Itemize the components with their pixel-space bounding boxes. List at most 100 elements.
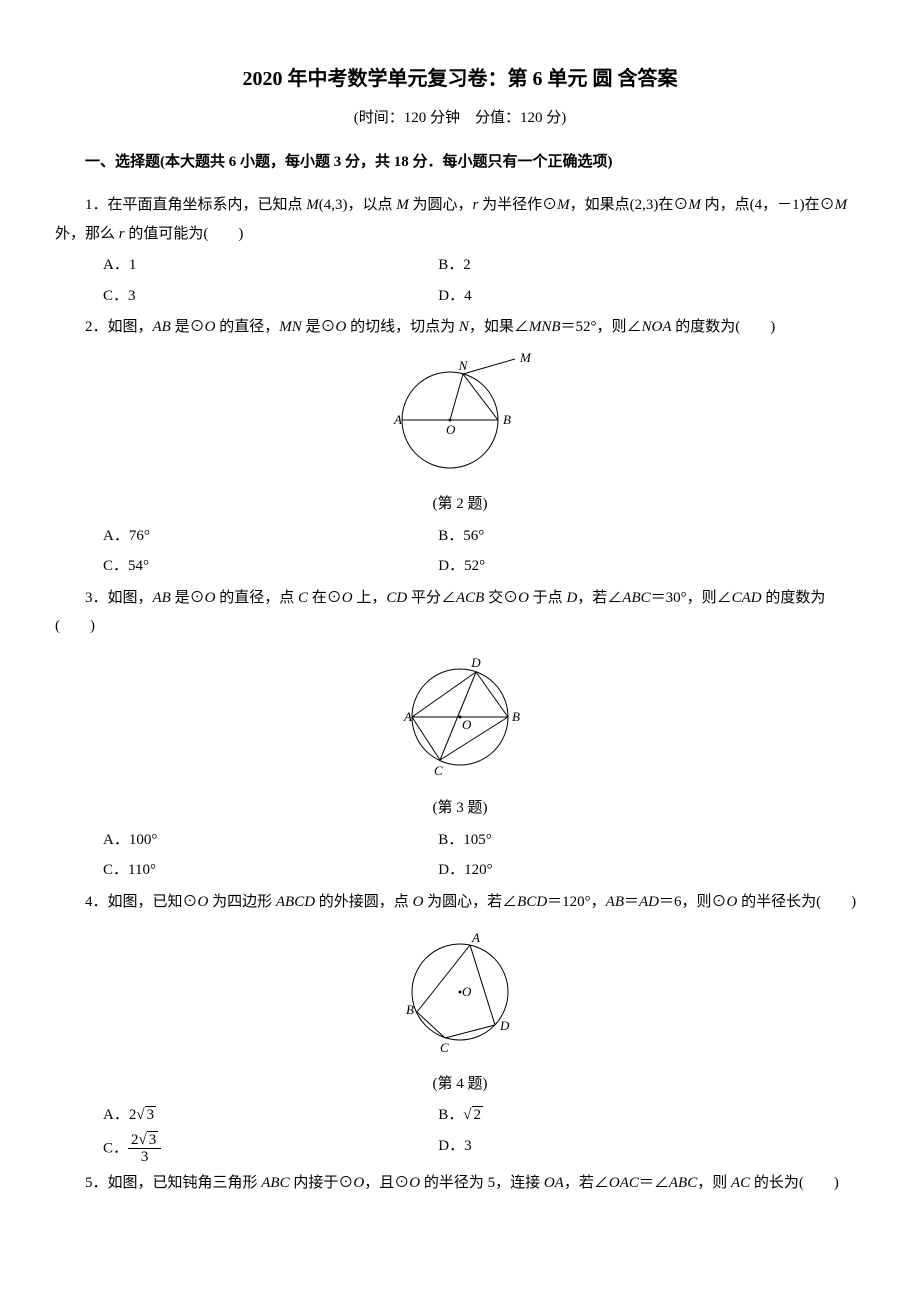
- q1-t6: 内，点(4，－1)在⊙: [701, 197, 835, 213]
- q2-t8: 的度数为( ): [672, 319, 776, 335]
- q1-opt-B: B．2: [438, 250, 773, 281]
- q1-opt-D: D．4: [438, 281, 773, 312]
- q3-stem: 3．如图，AB 是⊙O 的直径，点 C 在⊙O 上，CD 平分∠ACB 交⊙O …: [55, 584, 865, 641]
- q2-opt-C: C．54°: [103, 551, 438, 582]
- q4-AB: AB: [606, 894, 624, 910]
- q2-opt-D: D．52°: [438, 551, 773, 582]
- q4-lbl-B: B: [406, 1002, 414, 1017]
- sym-NOA: NOA: [642, 319, 672, 335]
- q3-ABC: ABC: [622, 590, 650, 606]
- q1-t2: (4,3)，以点: [319, 197, 397, 213]
- q4-lbl-D: D: [499, 1018, 510, 1033]
- q3-lbl-O: O: [462, 717, 472, 732]
- q3-caption: (第 3 题): [55, 794, 865, 823]
- q3-AB: AB: [153, 590, 171, 606]
- q2-t5: 的切线，切点为: [346, 319, 459, 335]
- q3-lbl-A: A: [403, 709, 412, 724]
- sym-M4: M: [688, 197, 701, 213]
- q4A-rad: 3: [145, 1106, 157, 1123]
- q4C-coef: 2: [131, 1132, 139, 1148]
- q3-CD: CD: [386, 590, 407, 606]
- q5-ABC2: ABC: [669, 1175, 697, 1191]
- q3-t3: 的直径，点: [215, 590, 298, 606]
- lbl-B: B: [503, 412, 511, 427]
- q3-t1: 3．如图，: [85, 590, 153, 606]
- q3-CAD: CAD: [732, 590, 762, 606]
- q3-lbl-B: B: [512, 709, 520, 724]
- sym-M2: M: [396, 197, 409, 213]
- q3-t10: ＝30°，则∠: [651, 590, 732, 606]
- q4-opt-A: A．23: [103, 1100, 438, 1131]
- q4-t8: 的半径长为( ): [737, 894, 856, 910]
- q4B-pre: B．: [438, 1107, 463, 1123]
- sym-MNB: MNB: [529, 319, 561, 335]
- q4A-sqrt: 3: [136, 1101, 156, 1130]
- q1-t3: 为圆心，: [409, 197, 473, 213]
- q1-t4: 为半径作⊙: [478, 197, 557, 213]
- sym-O2: O: [335, 319, 346, 335]
- q2-opt-A: A．76°: [103, 521, 438, 552]
- q3-opt-C: C．110°: [103, 855, 438, 886]
- q4-t2: 为四边形: [208, 894, 276, 910]
- q4-opt-D: D．3: [438, 1131, 773, 1167]
- q3-O2: O: [342, 590, 353, 606]
- q2-figure: N M A O B (第 2 题): [55, 348, 865, 519]
- q4-O3: O: [727, 894, 738, 910]
- q1-t5: ，如果点(2,3)在⊙: [570, 197, 689, 213]
- q2-options: A．76° B．56° C．54° D．52°: [103, 521, 865, 582]
- section-1-heading: 一、选择题(本大题共 6 小题，每小题 3 分，共 18 分．每小题只有一个正确…: [55, 148, 865, 177]
- q4-stem: 4．如图，已知⊙O 为四边形 ABCD 的外接圆，点 O 为圆心，若∠BCD＝1…: [55, 888, 865, 917]
- q1-t7: 外，那么: [55, 226, 119, 242]
- q4-AD: AD: [639, 894, 659, 910]
- q3-t6: 平分∠: [407, 590, 456, 606]
- q5-t1: 5．如图，已知钝角三角形: [85, 1175, 261, 1191]
- q4-lbl-C: C: [440, 1040, 449, 1055]
- q5-OA: OA: [544, 1175, 564, 1191]
- doc-subtitle: (时间：120 分钟 分值：120 分): [55, 104, 865, 133]
- q2-t2: 是⊙: [171, 319, 205, 335]
- q3-lbl-C: C: [434, 763, 443, 778]
- q4C-rad: 3: [147, 1131, 159, 1148]
- q2-opt-B: B．56°: [438, 521, 773, 552]
- q5-t3: ，且⊙: [364, 1175, 409, 1191]
- q3-O: O: [205, 590, 216, 606]
- q5-OAC: OAC: [609, 1175, 639, 1191]
- q4-ABCD: ABCD: [276, 894, 315, 910]
- q1-options: A．1 B．2 C．3 D．4: [103, 250, 865, 311]
- q3-O3: O: [518, 590, 529, 606]
- lbl-M: M: [519, 350, 532, 365]
- q4C-sqrt: 3: [139, 1132, 159, 1149]
- sym-N: N: [459, 319, 469, 335]
- q3-t5: 上，: [353, 590, 387, 606]
- q4B-rad: 2: [472, 1106, 484, 1123]
- q4C-pre: C．: [103, 1140, 128, 1156]
- sym-O: O: [205, 319, 216, 335]
- q4B-sqrt: 2: [463, 1101, 483, 1130]
- q3-opt-B: B．105°: [438, 825, 773, 856]
- q4-lbl-O: O: [462, 984, 472, 999]
- q1-opt-C: C．3: [103, 281, 438, 312]
- sym-MN: MN: [279, 319, 302, 335]
- q3-C: C: [298, 590, 308, 606]
- q4-O2: O: [413, 894, 424, 910]
- q3-figure: D A B C O (第 3 题): [55, 647, 865, 823]
- q5-t2: 内接于⊙: [290, 1175, 354, 1191]
- q4-t3: 的外接圆，点: [315, 894, 413, 910]
- q4-caption: (第 4 题): [55, 1070, 865, 1099]
- q4-opt-C: C．233: [103, 1131, 438, 1167]
- q4-t5: ＝120°，: [547, 894, 606, 910]
- q3-lbl-D: D: [470, 655, 481, 670]
- q4-O: O: [198, 894, 209, 910]
- q4C-frac: 233: [128, 1132, 161, 1166]
- q1-t8: 的值可能为( ): [125, 226, 244, 242]
- q4C-den: 3: [128, 1149, 161, 1166]
- q2-t6: ，如果∠: [469, 319, 529, 335]
- q4-BCD: BCD: [517, 894, 547, 910]
- q5-O2: O: [409, 1175, 420, 1191]
- q2-t4: 是⊙: [302, 319, 336, 335]
- q5-stem: 5．如图，已知钝角三角形 ABC 内接于⊙O，且⊙O 的半径为 5，连接 OA，…: [55, 1169, 865, 1198]
- q3-t4: 在⊙: [308, 590, 342, 606]
- q5-t7: ，则: [697, 1175, 731, 1191]
- q5-AC: AC: [731, 1175, 750, 1191]
- q4-t7: ＝6，则⊙: [659, 894, 727, 910]
